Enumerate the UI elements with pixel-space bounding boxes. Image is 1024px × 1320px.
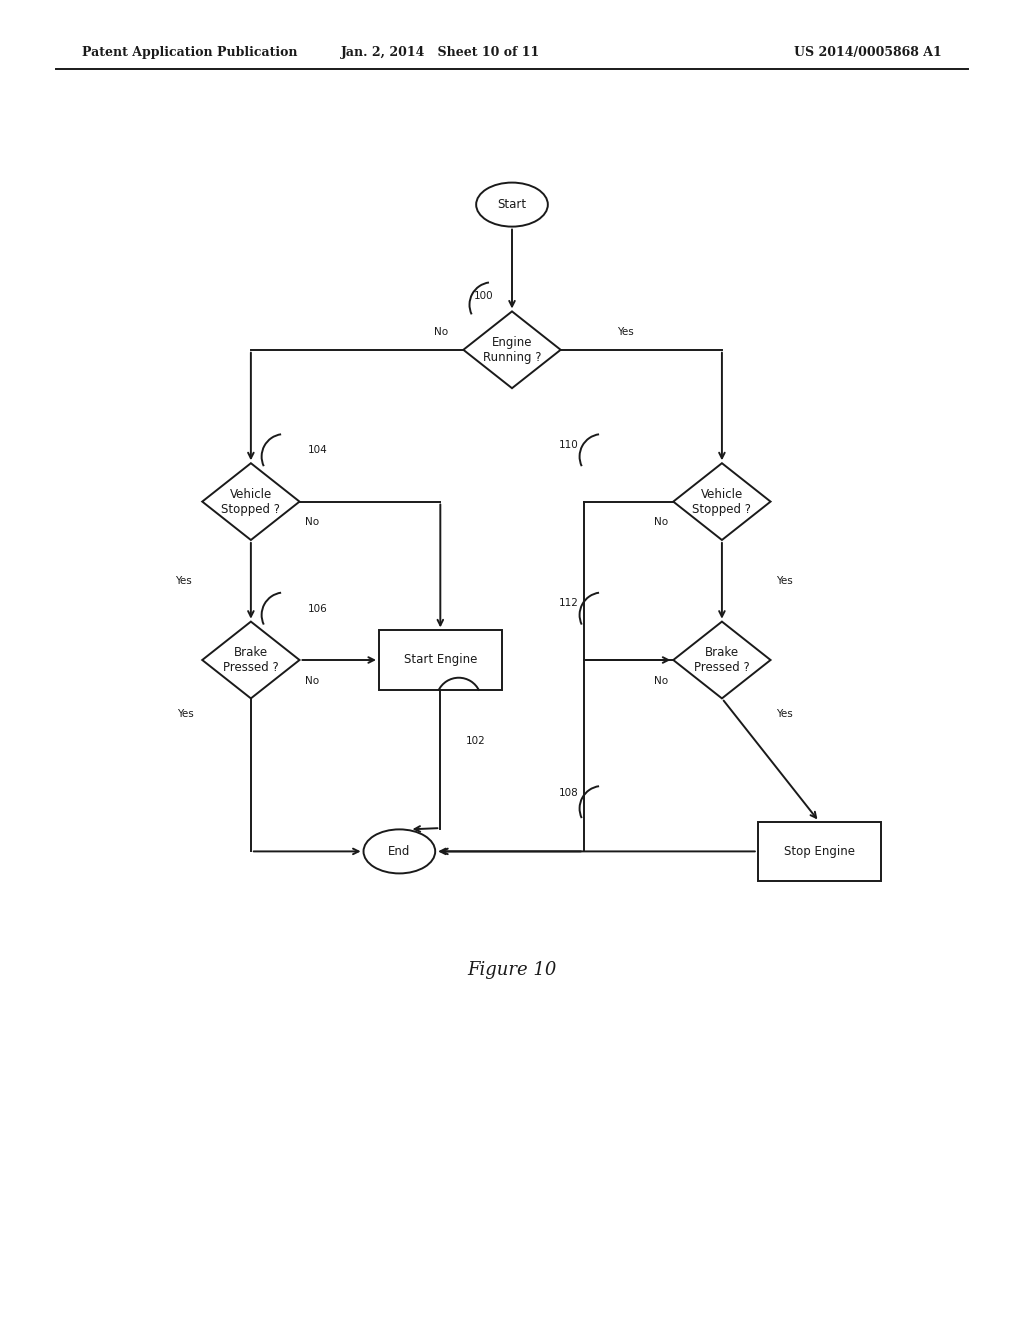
Text: Jan. 2, 2014   Sheet 10 of 11: Jan. 2, 2014 Sheet 10 of 11 (341, 46, 540, 59)
Bar (379, 631, 502, 689)
Text: No: No (654, 676, 668, 686)
Text: 110: 110 (559, 440, 579, 450)
Text: Figure 10: Figure 10 (467, 961, 557, 979)
Text: Yes: Yes (776, 709, 793, 719)
Text: End: End (388, 845, 411, 858)
Text: Yes: Yes (616, 326, 634, 337)
Text: No: No (654, 517, 668, 528)
Text: 104: 104 (307, 445, 328, 455)
Text: Yes: Yes (177, 709, 195, 719)
Text: Vehicle
Stopped ?: Vehicle Stopped ? (221, 487, 281, 516)
Text: Brake
Pressed ?: Brake Pressed ? (223, 645, 279, 675)
Text: No: No (434, 326, 449, 337)
Text: 106: 106 (307, 603, 328, 614)
Text: Engine
Running ?: Engine Running ? (482, 335, 542, 364)
Text: No: No (305, 676, 318, 686)
Text: US 2014/0005868 A1: US 2014/0005868 A1 (795, 46, 942, 59)
Text: Brake
Pressed ?: Brake Pressed ? (694, 645, 750, 675)
Text: Start: Start (498, 198, 526, 211)
Text: Stop Engine: Stop Engine (783, 845, 855, 858)
Text: Start Engine: Start Engine (403, 653, 477, 667)
Text: Vehicle
Stopped ?: Vehicle Stopped ? (692, 487, 752, 516)
Text: Yes: Yes (175, 576, 193, 586)
Text: 100: 100 (473, 290, 494, 301)
Text: 108: 108 (559, 788, 579, 799)
Text: Patent Application Publication: Patent Application Publication (82, 46, 297, 59)
Text: 102: 102 (466, 735, 485, 746)
Bar (758, 822, 881, 880)
Text: 112: 112 (559, 598, 579, 609)
Text: Yes: Yes (776, 576, 793, 586)
Text: No: No (305, 517, 318, 528)
